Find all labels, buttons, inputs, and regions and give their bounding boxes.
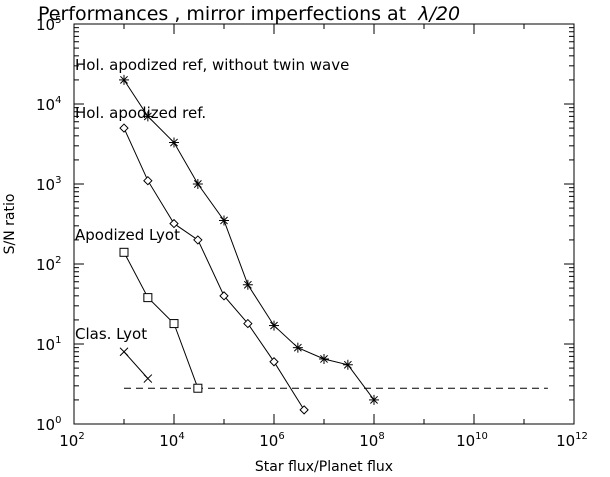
- chart-title: Performances , mirror imperfections at λ…: [38, 3, 460, 25]
- annotation-layer: Hol. apodized ref, without twin wave Hol…: [75, 56, 349, 343]
- series-1: [119, 123, 309, 415]
- y-tick-exponent: 3: [55, 175, 61, 186]
- data-point-diamond: [143, 175, 153, 186]
- chart-title-text: Performances , mirror imperfections at λ…: [38, 3, 460, 25]
- series-2: [119, 247, 203, 393]
- data-point-asterisk: [242, 279, 253, 290]
- y-tick-base: 10: [36, 256, 55, 274]
- y-tick-label: 102: [36, 255, 61, 274]
- y-tick-exponent: 2: [55, 255, 61, 266]
- y-tick-base: 10: [36, 176, 55, 194]
- series-line: [123, 252, 199, 389]
- y-tick-exponent: 5: [55, 15, 61, 26]
- annotation-hol-apodized-no-twin: Hol. apodized ref, without twin wave: [75, 56, 349, 74]
- x-tick-base: 10: [556, 432, 575, 450]
- data-point-asterisk: [269, 320, 279, 331]
- annotation-apodized-lyot: Apodized Lyot: [75, 226, 180, 244]
- x-tick-base: 10: [456, 432, 475, 450]
- y-tick-exponent: 0: [55, 415, 61, 426]
- data-point-diamond: [299, 405, 309, 415]
- y-tick-exponent: 1: [55, 335, 61, 346]
- x-tick-exponent: 10: [475, 431, 488, 442]
- annotation-clas-lyot: Clas. Lyot: [75, 325, 147, 343]
- y-tick-label: 105: [36, 15, 61, 34]
- chart-title-symbol: λ/20: [417, 3, 460, 25]
- data-point-cross: [119, 347, 129, 357]
- y-tick-exponent: 4: [55, 95, 61, 106]
- data-point-square: [143, 293, 153, 303]
- annotation-hol-apodized: Hol. apodized ref.: [75, 104, 206, 122]
- data-point-asterisk: [192, 179, 203, 189]
- x-tick-label: 102: [59, 431, 84, 450]
- data-point-asterisk: [292, 342, 303, 353]
- plot-frame: [73, 23, 575, 425]
- x-tick-label: 104: [159, 431, 184, 450]
- series-line: [123, 351, 149, 379]
- x-tick-label: 108: [359, 431, 384, 450]
- x-axis-ticks: [73, 24, 575, 424]
- y-tick-label: 100: [36, 415, 61, 434]
- series-3: [119, 347, 153, 383]
- data-point-diamond: [169, 218, 179, 229]
- y-tick-label: 104: [36, 95, 61, 114]
- y-tick-base: 10: [36, 336, 55, 354]
- y-tick-base: 10: [36, 96, 55, 114]
- series-0: [119, 74, 379, 405]
- x-tick-label: 1012: [556, 431, 588, 450]
- data-point-diamond: [243, 318, 253, 329]
- data-point-asterisk: [169, 137, 179, 148]
- chart-title-main: Performances , mirror imperfections at: [38, 3, 418, 25]
- data-point-square: [169, 319, 179, 329]
- data-point-cross: [143, 374, 153, 383]
- x-tick-exponent: 2: [78, 431, 84, 442]
- data-point-asterisk: [219, 215, 229, 226]
- x-tick-exponent: 8: [378, 431, 384, 442]
- data-point-asterisk: [142, 111, 153, 122]
- x-tick-exponent: 4: [178, 431, 184, 442]
- data-point-square: [193, 383, 203, 393]
- x-tick-exponent: 6: [278, 431, 284, 442]
- x-axis-tick-labels: 102 104 106 108 1010 1012: [59, 431, 588, 450]
- data-point-asterisk: [369, 394, 379, 405]
- series-layer: [119, 74, 379, 415]
- x-tick-exponent: 12: [575, 431, 588, 442]
- data-point-square: [119, 247, 129, 257]
- x-tick-base: 10: [259, 432, 278, 450]
- x-axis-label: Star flux/Planet flux: [255, 459, 393, 475]
- data-point-asterisk: [319, 353, 329, 364]
- y-tick-base: 10: [36, 16, 55, 34]
- data-point-asterisk: [119, 74, 129, 85]
- y-axis-ticks: [74, 23, 574, 425]
- data-point-asterisk: [342, 359, 353, 370]
- y-tick-base: 10: [36, 416, 55, 434]
- x-tick-base: 10: [59, 432, 78, 450]
- x-tick-base: 10: [359, 432, 378, 450]
- data-point-diamond: [269, 357, 279, 367]
- x-tick-label: 106: [259, 431, 284, 450]
- data-point-diamond: [119, 123, 129, 133]
- y-axis-label: S/N ratio: [2, 194, 18, 255]
- series-line: [123, 127, 305, 411]
- y-tick-label: 103: [36, 175, 61, 194]
- data-point-diamond: [219, 291, 229, 301]
- x-tick-label: 1010: [456, 431, 488, 450]
- y-tick-label: 101: [36, 335, 61, 354]
- x-tick-base: 10: [159, 432, 178, 450]
- data-point-diamond: [193, 235, 203, 245]
